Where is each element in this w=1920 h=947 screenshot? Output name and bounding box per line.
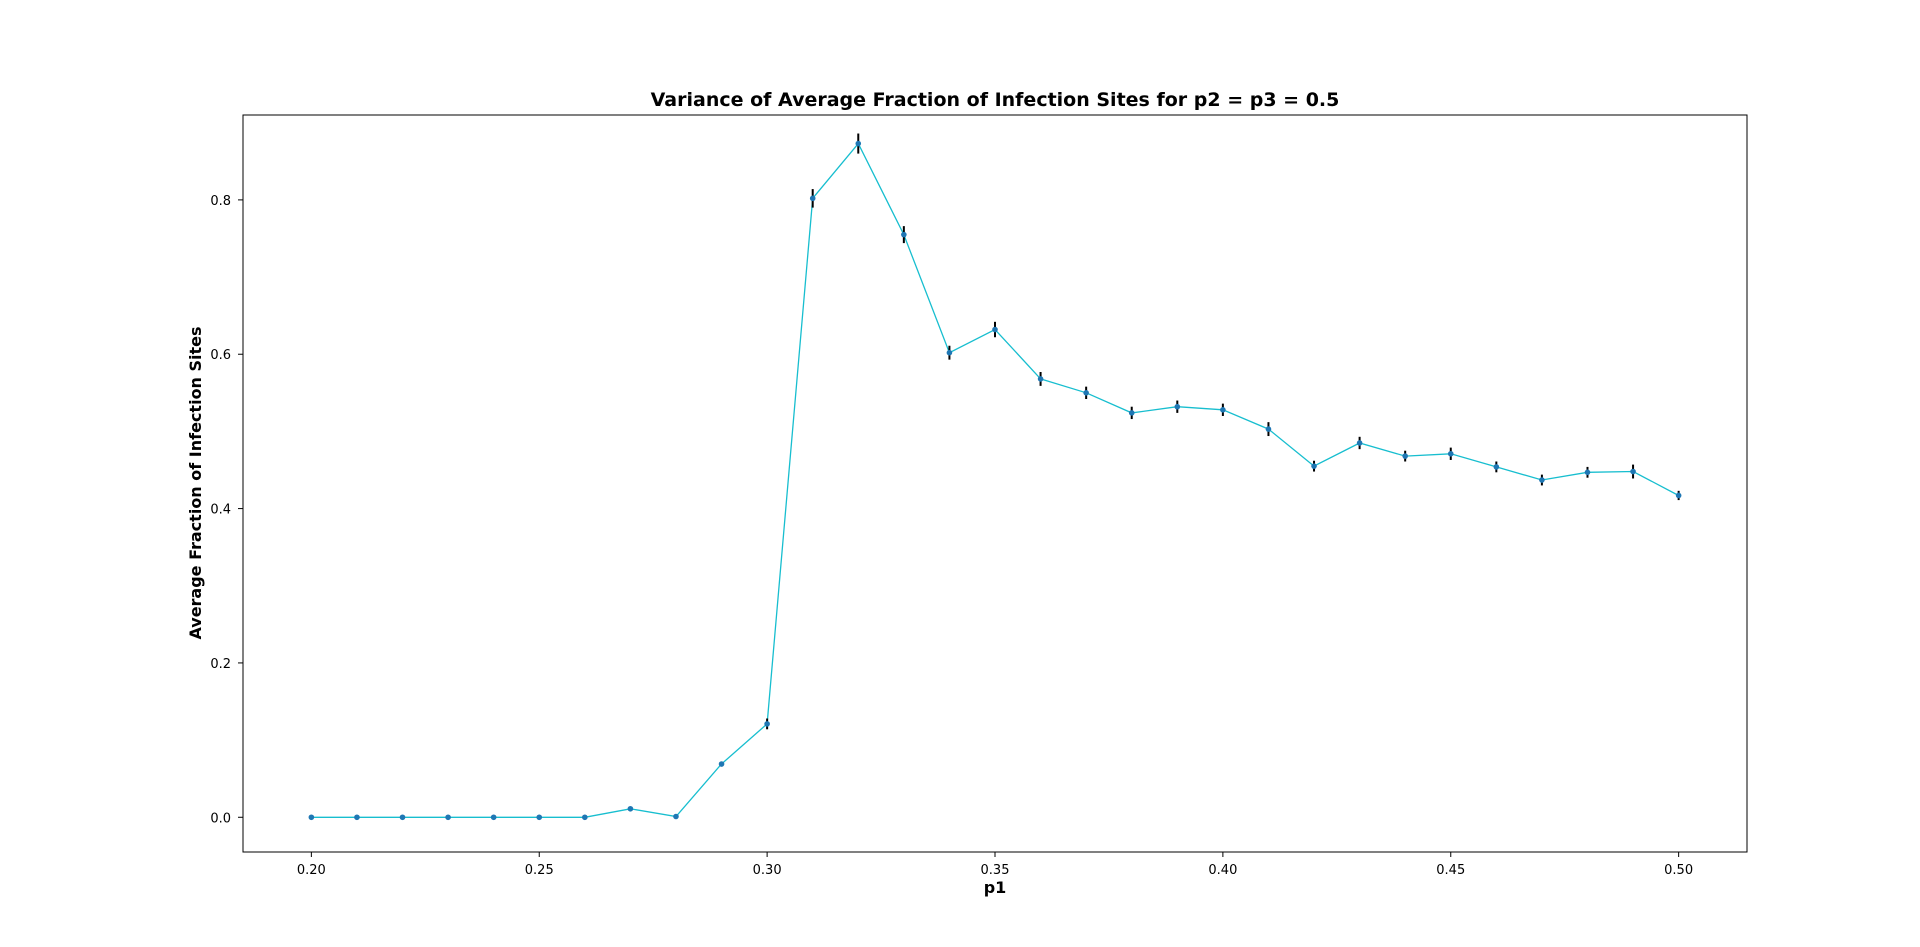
data-point — [1447, 450, 1454, 457]
data-point — [809, 195, 816, 202]
data-point — [399, 814, 406, 821]
x-tick-label: 0.35 — [981, 863, 1010, 878]
x-tick-label: 0.30 — [753, 863, 782, 878]
y-tick-label: 0.2 — [210, 657, 231, 672]
data-point — [1128, 410, 1135, 416]
data-point — [445, 814, 451, 821]
x-tick-label: 0.40 — [1208, 863, 1237, 878]
y-tick-label: 0.8 — [210, 194, 231, 209]
data-point — [1083, 390, 1089, 396]
data-point — [1493, 464, 1500, 470]
x-tick-label: 0.50 — [1664, 863, 1693, 878]
data-point — [764, 721, 770, 727]
error-bars — [629, 133, 1680, 818]
data-point — [673, 813, 679, 820]
y-tick-label: 0.0 — [210, 811, 231, 826]
y-axis: 0.0 0.2 0.4 0.6 0.8 — [210, 194, 243, 826]
data-point — [946, 349, 953, 356]
y-axis-title: Average Fraction of Infection Sites — [186, 326, 205, 639]
x-axis: 0.20 0.25 0.30 0.35 0.40 0.45 0.50 — [297, 852, 1693, 878]
x-tick-label: 0.25 — [525, 863, 554, 878]
data-point — [536, 814, 543, 821]
data-point — [1539, 477, 1545, 483]
data-point — [1311, 463, 1317, 469]
data-point — [1220, 407, 1226, 413]
data-point — [354, 814, 360, 821]
data-point — [308, 814, 315, 821]
x-axis-title: p1 — [984, 878, 1007, 897]
data-point — [1402, 453, 1408, 459]
data-point — [901, 231, 907, 238]
data-markers — [308, 140, 1682, 821]
data-point — [1265, 426, 1272, 432]
data-point — [1584, 469, 1591, 476]
plot-area-frame — [242, 114, 1748, 853]
y-tick-label: 0.6 — [210, 348, 231, 363]
data-point — [1037, 376, 1044, 382]
data-point — [1356, 440, 1363, 446]
chart-title: Variance of Average Fraction of Infectio… — [651, 89, 1340, 111]
data-point — [1630, 468, 1636, 475]
data-point — [1174, 403, 1181, 410]
data-point — [855, 140, 862, 147]
data-point — [718, 761, 725, 767]
data-point — [627, 805, 634, 812]
data-point — [490, 814, 497, 821]
x-tick-label: 0.45 — [1436, 863, 1465, 878]
series-line — [311, 142, 1679, 818]
data-point — [1675, 492, 1682, 499]
y-tick-label: 0.4 — [210, 503, 231, 518]
data-point — [992, 326, 998, 333]
x-tick-label: 0.20 — [297, 863, 326, 878]
data-point — [582, 814, 588, 821]
